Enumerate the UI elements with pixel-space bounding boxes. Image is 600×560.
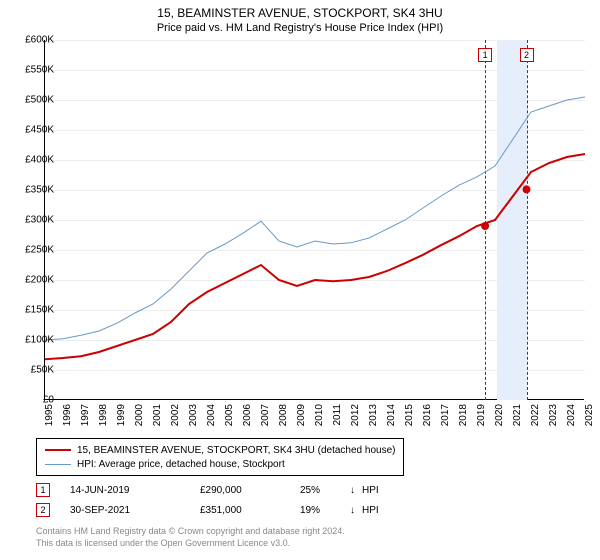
tx-price: £351,000 — [200, 505, 300, 516]
series-property — [45, 154, 585, 359]
x-tick-label: 2007 — [260, 404, 271, 434]
attribution-line2: This data is licensed under the Open Gov… — [36, 538, 345, 550]
y-tick-label: £50K — [4, 365, 54, 376]
marker-label-box: 1 — [478, 48, 492, 62]
y-tick-label: £350K — [4, 185, 54, 196]
legend-label: 15, BEAMINSTER AVENUE, STOCKPORT, SK4 3H… — [77, 445, 395, 456]
data-point-marker — [523, 185, 531, 193]
chart-plot-area: 12 — [44, 40, 584, 400]
transaction-row: 2 30-SEP-2021£351,00019%↓HPI — [36, 500, 402, 520]
y-tick-label: £250K — [4, 245, 54, 256]
x-tick-label: 2002 — [170, 404, 181, 434]
x-tick-label: 2017 — [440, 404, 451, 434]
x-tick-label: 2014 — [386, 404, 397, 434]
legend: 15, BEAMINSTER AVENUE, STOCKPORT, SK4 3H… — [36, 438, 404, 476]
y-tick-label: £200K — [4, 275, 54, 286]
x-tick-label: 2000 — [134, 404, 145, 434]
x-tick-label: 1997 — [80, 404, 91, 434]
x-tick-label: 1996 — [62, 404, 73, 434]
tx-marker-box: 2 — [36, 503, 50, 517]
tx-price: £290,000 — [200, 485, 300, 496]
x-tick-label: 2004 — [206, 404, 217, 434]
chart-container: { "title": "15, BEAMINSTER AVENUE, STOCK… — [0, 0, 600, 560]
legend-swatch — [45, 449, 71, 451]
x-tick-label: 2005 — [224, 404, 235, 434]
x-tick-label: 2006 — [242, 404, 253, 434]
tx-vs: HPI — [362, 505, 402, 516]
tx-pct: 25% — [300, 485, 350, 496]
transactions-table: 1 14-JUN-2019£290,00025%↓HPI 2 30-SEP-2021£… — [36, 480, 402, 520]
attribution-text: Contains HM Land Registry data © Crown c… — [36, 526, 345, 549]
x-tick-label: 2013 — [368, 404, 379, 434]
x-tick-label: 2003 — [188, 404, 199, 434]
x-tick-label: 2016 — [422, 404, 433, 434]
x-tick-label: 2009 — [296, 404, 307, 434]
series-hpi — [45, 97, 585, 340]
legend-label: HPI: Average price, detached house, Stoc… — [77, 459, 285, 470]
x-tick-label: 2025 — [584, 404, 595, 434]
y-tick-label: £600K — [4, 35, 54, 46]
x-tick-label: 2015 — [404, 404, 415, 434]
y-tick-label: £400K — [4, 155, 54, 166]
legend-item: HPI: Average price, detached house, Stoc… — [45, 457, 395, 471]
tx-vs: HPI — [362, 485, 402, 496]
x-tick-label: 2024 — [566, 404, 577, 434]
tx-date: 14-JUN-2019 — [70, 485, 200, 496]
data-point-marker — [481, 222, 489, 230]
chart-title: 15, BEAMINSTER AVENUE, STOCKPORT, SK4 3H… — [0, 0, 600, 20]
tx-marker-box: 1 — [36, 483, 50, 497]
y-tick-label: £550K — [4, 65, 54, 76]
marker-label-box: 2 — [520, 48, 534, 62]
x-tick-label: 2019 — [476, 404, 487, 434]
x-tick-label: 2022 — [530, 404, 541, 434]
tx-date: 30-SEP-2021 — [70, 505, 200, 516]
y-tick-label: £150K — [4, 305, 54, 316]
chart-subtitle: Price paid vs. HM Land Registry's House … — [0, 20, 600, 38]
tx-pct: 19% — [300, 505, 350, 516]
down-arrow-icon: ↓ — [350, 505, 362, 516]
legend-swatch — [45, 464, 71, 465]
x-tick-label: 2010 — [314, 404, 325, 434]
x-tick-label: 1995 — [44, 404, 55, 434]
x-tick-label: 2008 — [278, 404, 289, 434]
x-tick-label: 1999 — [116, 404, 127, 434]
x-tick-label: 1998 — [98, 404, 109, 434]
attribution-line1: Contains HM Land Registry data © Crown c… — [36, 526, 345, 538]
x-tick-label: 2020 — [494, 404, 505, 434]
x-tick-label: 2012 — [350, 404, 361, 434]
y-tick-label: £500K — [4, 95, 54, 106]
x-tick-label: 2021 — [512, 404, 523, 434]
x-tick-label: 2018 — [458, 404, 469, 434]
y-tick-label: £450K — [4, 125, 54, 136]
down-arrow-icon: ↓ — [350, 485, 362, 496]
x-tick-label: 2001 — [152, 404, 163, 434]
x-tick-label: 2011 — [332, 404, 343, 434]
transaction-row: 1 14-JUN-2019£290,00025%↓HPI — [36, 480, 402, 500]
y-tick-label: £300K — [4, 215, 54, 226]
chart-svg — [45, 40, 585, 400]
y-tick-label: £100K — [4, 335, 54, 346]
x-tick-label: 2023 — [548, 404, 559, 434]
legend-item: 15, BEAMINSTER AVENUE, STOCKPORT, SK4 3H… — [45, 443, 395, 457]
